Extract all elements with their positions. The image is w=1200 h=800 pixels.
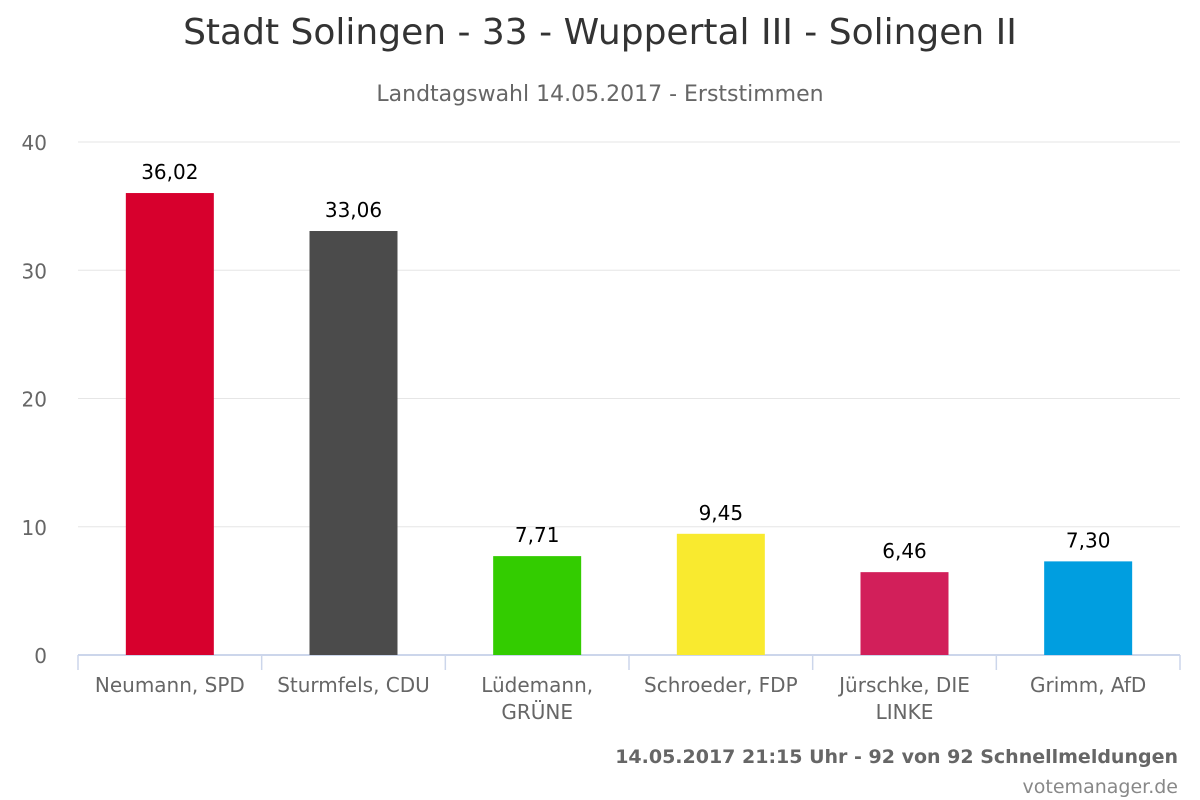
status-footer: 14.05.2017 21:15 Uhr - 92 von 92 Schnell… [615,746,1178,768]
data-label: 6,46 [882,539,927,563]
y-tick-label: 30 [22,259,47,283]
x-tick-label: Jürschke, DIE LINKE [837,673,970,724]
credit-text: votemanager.de [1022,776,1178,798]
x-tick-label: Sturmfels, CDU [277,673,430,697]
data-label: 36,02 [141,160,198,184]
data-label: 7,30 [1066,528,1111,552]
bar [1044,561,1133,655]
bar [309,231,398,655]
x-tick-label: Schroeder, FDP [644,673,798,697]
bar [125,193,214,655]
bar [493,556,582,655]
x-tick-label: Lüdemann, GRÜNE [481,673,593,724]
y-tick-label: 40 [22,131,47,155]
y-tick-label: 20 [22,388,47,412]
y-tick-label: 10 [22,516,47,540]
data-label: 9,45 [699,501,744,525]
data-label: 7,71 [515,523,560,547]
y-tick-label: 0 [34,644,47,668]
x-tick-label: Grimm, AfD [1030,673,1146,697]
data-label: 33,06 [325,198,382,222]
bar [676,533,765,655]
chart-title: Stadt Solingen - 33 - Wuppertal III - So… [183,12,1017,53]
x-tick-label: Neumann, SPD [95,673,245,697]
bar [860,572,949,655]
chart-subtitle: Landtagswahl 14.05.2017 - Erststimmen [376,82,824,107]
